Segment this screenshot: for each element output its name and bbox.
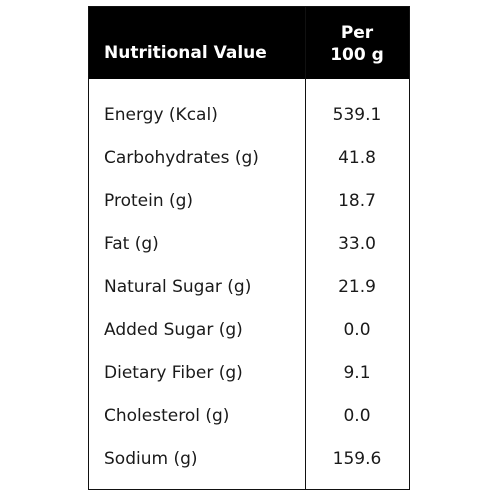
row-label: Cholesterol (g) — [104, 406, 230, 426]
row-value: 21.9 — [338, 277, 376, 297]
row-value: 539.1 — [332, 105, 382, 125]
table-row: Sodium (g) 159.6 — [89, 444, 409, 474]
row-label: Protein (g) — [104, 191, 194, 211]
row-value: 41.8 — [338, 148, 376, 168]
row-value: 0.0 — [343, 406, 371, 426]
table-row: Cholesterol (g) 0.0 — [89, 401, 409, 431]
row-value: 18.7 — [338, 191, 376, 211]
header-per-line1: Per — [340, 23, 374, 43]
row-value: 0.0 — [343, 320, 371, 340]
row-label: Carbohydrates (g) — [104, 148, 259, 168]
table-row: Natural Sugar (g) 21.9 — [89, 272, 409, 302]
row-label: Dietary Fiber (g) — [104, 363, 243, 383]
table-row: Protein (g) 18.7 — [89, 186, 409, 216]
table-row: Fat (g) 33.0 — [89, 229, 409, 259]
row-value: 9.1 — [343, 363, 371, 383]
row-value: 159.6 — [332, 449, 382, 469]
row-label: Energy (Kcal) — [104, 105, 218, 125]
row-label: Added Sugar (g) — [104, 320, 243, 340]
header-nutritional-value: Nutritional Value — [104, 43, 267, 63]
table-header: Nutritional Value Per 100 g — [89, 7, 409, 79]
row-label: Fat (g) — [104, 234, 159, 254]
table-row: Energy (Kcal) 539.1 — [89, 100, 409, 130]
column-divider — [305, 7, 306, 489]
nutrition-table: Nutritional Value Per 100 g Energy (Kcal… — [88, 6, 410, 490]
header-per-line2: 100 g — [330, 45, 384, 65]
header-per-100g: Per 100 g — [305, 22, 409, 66]
row-label: Sodium (g) — [104, 449, 198, 469]
table-row: Carbohydrates (g) 41.8 — [89, 143, 409, 173]
row-value: 33.0 — [338, 234, 376, 254]
row-label: Natural Sugar (g) — [104, 277, 252, 297]
table-row: Added Sugar (g) 0.0 — [89, 315, 409, 345]
table-row: Dietary Fiber (g) 9.1 — [89, 358, 409, 388]
